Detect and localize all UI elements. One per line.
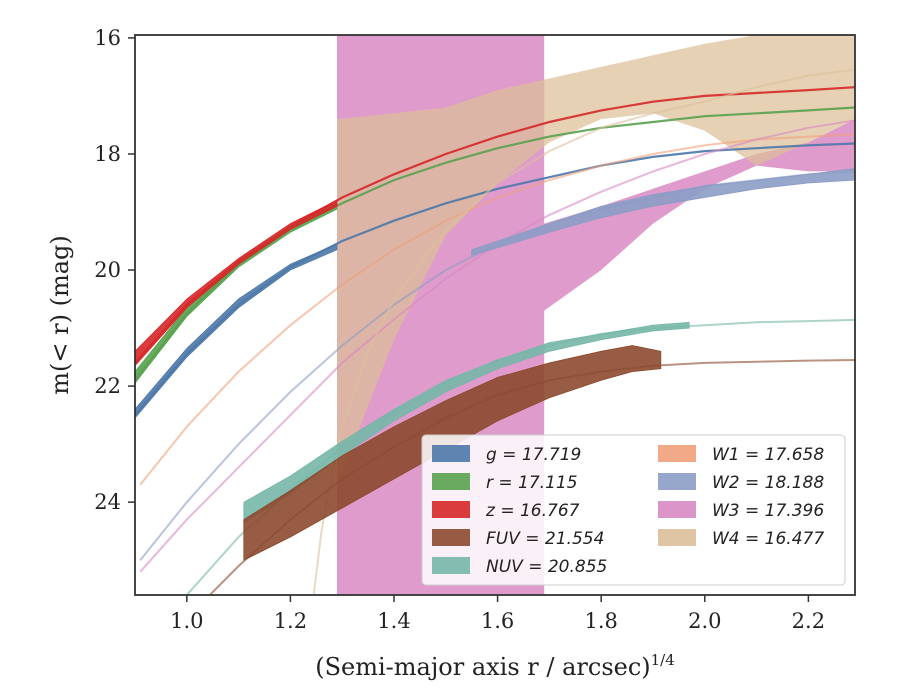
legend-swatch-g: [432, 445, 470, 462]
legend-swatch-w1: [658, 445, 696, 462]
y-tick-label: 16: [94, 26, 121, 50]
band-z: [135, 199, 338, 367]
legend: g = 17.719 r = 17.115 z = 16.767 FUV = 21.5…: [421, 434, 846, 586]
legend-frame: [421, 434, 846, 586]
x-tick-label: 1.6: [481, 609, 514, 633]
x-tick-label: 2.0: [688, 609, 721, 633]
x-axis-label: (Semi-major axis r / arcsec)1/4: [315, 651, 675, 681]
x-tick-label: 1.8: [584, 609, 617, 633]
legend-label-z: z = 16.767: [485, 501, 580, 521]
y-axis-label: m(< r) (mag): [46, 235, 74, 394]
legend-label-r: r = 17.115: [486, 473, 578, 493]
x-tick-label: 1.4: [377, 609, 410, 633]
legend-swatch-fuv: [432, 529, 470, 546]
y-tick-label: 24: [94, 490, 121, 514]
legend-label-w3: W3 = 17.396: [712, 501, 824, 521]
legend-swatch-nuv: [432, 557, 470, 574]
band-fuv: [243, 345, 662, 561]
legend-swatch-r: [432, 473, 470, 490]
legend-swatch-w3: [658, 501, 696, 518]
y-tick-label: 18: [94, 142, 121, 166]
legend-label-fuv: FUV = 21.554: [486, 529, 604, 549]
x-tick-label: 2.2: [792, 609, 825, 633]
band-nuv: [243, 321, 690, 524]
legend-label-w2: W2 = 18.188: [712, 473, 824, 493]
legend-swatch-z: [432, 501, 470, 518]
y-tick-label: 20: [94, 258, 121, 282]
x-tick-label: 1.0: [170, 609, 203, 633]
legend-label-w1: W1 = 17.658: [712, 445, 824, 465]
y-tick-label: 22: [94, 374, 121, 398]
legend-label-g: g = 17.719: [486, 445, 581, 465]
band-g: [135, 243, 338, 419]
band-w2: [471, 168, 855, 257]
plot-frame: [134, 34, 856, 596]
model-line-w1: [139, 133, 855, 486]
legend-label-nuv: NUV = 20.855: [486, 557, 607, 577]
axes-ticks: 1.0 1.2 1.4 1.6 1.8 2.0 2.2 16 18 20 22 24: [94, 26, 825, 633]
legend-label-w4: W4 = 16.477: [712, 529, 824, 549]
legend-swatch-w4: [658, 529, 696, 546]
x-tick-label: 1.2: [274, 609, 307, 633]
legend-swatch-w2: [658, 473, 696, 490]
